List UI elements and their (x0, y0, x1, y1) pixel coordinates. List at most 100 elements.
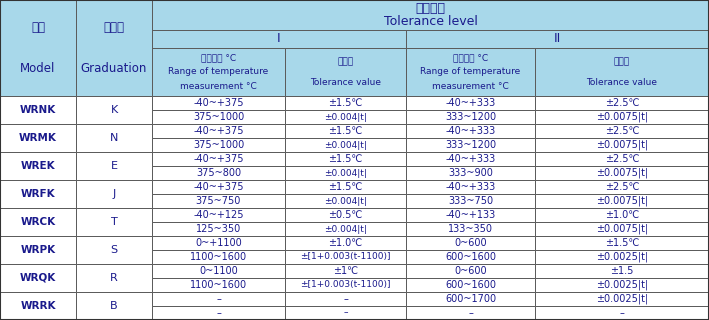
Text: measurement °C: measurement °C (432, 82, 509, 91)
Text: E: E (111, 161, 118, 171)
Bar (535, 222, 709, 236)
Text: ±0.004|t|: ±0.004|t| (324, 225, 367, 234)
Text: 125~350: 125~350 (196, 224, 241, 234)
Text: -40~+333: -40~+333 (445, 182, 496, 192)
Text: ±[1+0.003(t-1100)]: ±[1+0.003(t-1100)] (300, 281, 391, 290)
Text: ±1.5℃: ±1.5℃ (605, 238, 640, 248)
Bar (0, 208, 76, 236)
Bar (152, 152, 285, 166)
Text: N: N (110, 133, 118, 143)
Bar (285, 292, 406, 306)
Text: 333~1200: 333~1200 (445, 112, 496, 122)
Bar (285, 264, 406, 278)
Text: S: S (111, 245, 118, 255)
Bar (0, 236, 76, 264)
Text: ±0.5℃: ±0.5℃ (328, 210, 363, 220)
Text: ±0.004|t|: ±0.004|t| (324, 113, 367, 122)
Bar (285, 278, 406, 292)
Text: 0~1100: 0~1100 (199, 266, 238, 276)
Bar (406, 208, 535, 222)
Text: ±1℃: ±1℃ (333, 266, 358, 276)
Bar (152, 250, 285, 264)
Bar (535, 96, 709, 110)
Text: Range of temperature: Range of temperature (168, 68, 269, 76)
Text: ±2.5℃: ±2.5℃ (605, 182, 640, 192)
Text: 分度号: 分度号 (104, 20, 125, 34)
Text: ±1.5: ±1.5 (610, 266, 634, 276)
Text: 允差值: 允差值 (614, 57, 630, 66)
Text: -40~+333: -40~+333 (445, 98, 496, 108)
Text: K: K (111, 105, 118, 115)
Text: Tolerance value: Tolerance value (310, 78, 381, 87)
Bar (152, 194, 285, 208)
Bar (152, 124, 285, 138)
Bar (0, 292, 76, 320)
Bar (0, 264, 76, 292)
Text: ±0.004|t|: ±0.004|t| (324, 169, 367, 178)
Text: 型号: 型号 (31, 20, 45, 34)
Bar (535, 138, 709, 152)
Bar (152, 264, 285, 278)
Text: 允差等级: 允差等级 (415, 2, 445, 15)
Text: -40~+333: -40~+333 (445, 126, 496, 136)
Bar (285, 222, 406, 236)
Bar (76, 208, 152, 236)
Text: 600~1700: 600~1700 (445, 294, 496, 304)
Text: ±0.0025|t|: ±0.0025|t| (596, 280, 648, 290)
Text: -40~+333: -40~+333 (445, 154, 496, 164)
Text: ±1.5℃: ±1.5℃ (328, 154, 363, 164)
Text: Range of temperature: Range of temperature (420, 68, 520, 76)
Bar (285, 250, 406, 264)
Bar (535, 194, 709, 208)
Bar (152, 166, 285, 180)
Bar (406, 166, 535, 180)
Text: ±0.0075|t|: ±0.0075|t| (596, 112, 648, 122)
Bar (76, 96, 152, 124)
Bar (152, 0, 709, 30)
Bar (535, 292, 709, 306)
Bar (406, 250, 535, 264)
Bar (0, 0, 76, 96)
Text: –: – (343, 308, 347, 317)
Bar (285, 152, 406, 166)
Text: 600~1600: 600~1600 (445, 280, 496, 290)
Text: ±0.0075|t|: ±0.0075|t| (596, 224, 648, 234)
Bar (76, 0, 152, 96)
Bar (152, 208, 285, 222)
Text: ±0.004|t|: ±0.004|t| (324, 140, 367, 149)
Text: -40~+375: -40~+375 (194, 182, 244, 192)
Text: WRFK: WRFK (21, 189, 55, 199)
Bar (406, 194, 535, 208)
Bar (285, 236, 406, 250)
Text: 测温范围 °C: 测温范围 °C (453, 53, 488, 62)
Bar (535, 208, 709, 222)
Bar (285, 194, 406, 208)
Text: 600~1600: 600~1600 (445, 252, 496, 262)
Text: 333~1200: 333~1200 (445, 140, 496, 150)
Text: 0~+1100: 0~+1100 (195, 238, 242, 248)
Text: –: – (468, 308, 473, 318)
Text: R: R (110, 273, 118, 283)
Bar (285, 138, 406, 152)
Bar (285, 306, 406, 320)
Bar (406, 264, 535, 278)
Bar (535, 110, 709, 124)
Text: 1100~1600: 1100~1600 (190, 252, 247, 262)
Bar (535, 264, 709, 278)
Bar (152, 306, 285, 320)
Text: -40~+375: -40~+375 (194, 154, 244, 164)
Bar (0, 180, 76, 208)
Bar (152, 236, 285, 250)
Bar (535, 236, 709, 250)
Text: 375~750: 375~750 (196, 196, 241, 206)
Text: ±0.004|t|: ±0.004|t| (324, 196, 367, 205)
Bar (406, 278, 535, 292)
Bar (406, 292, 535, 306)
Text: J: J (112, 189, 116, 199)
Text: -40~+375: -40~+375 (194, 98, 244, 108)
Bar (152, 222, 285, 236)
Bar (152, 292, 285, 306)
Bar (152, 96, 285, 110)
Text: B: B (110, 301, 118, 311)
Bar (152, 278, 285, 292)
